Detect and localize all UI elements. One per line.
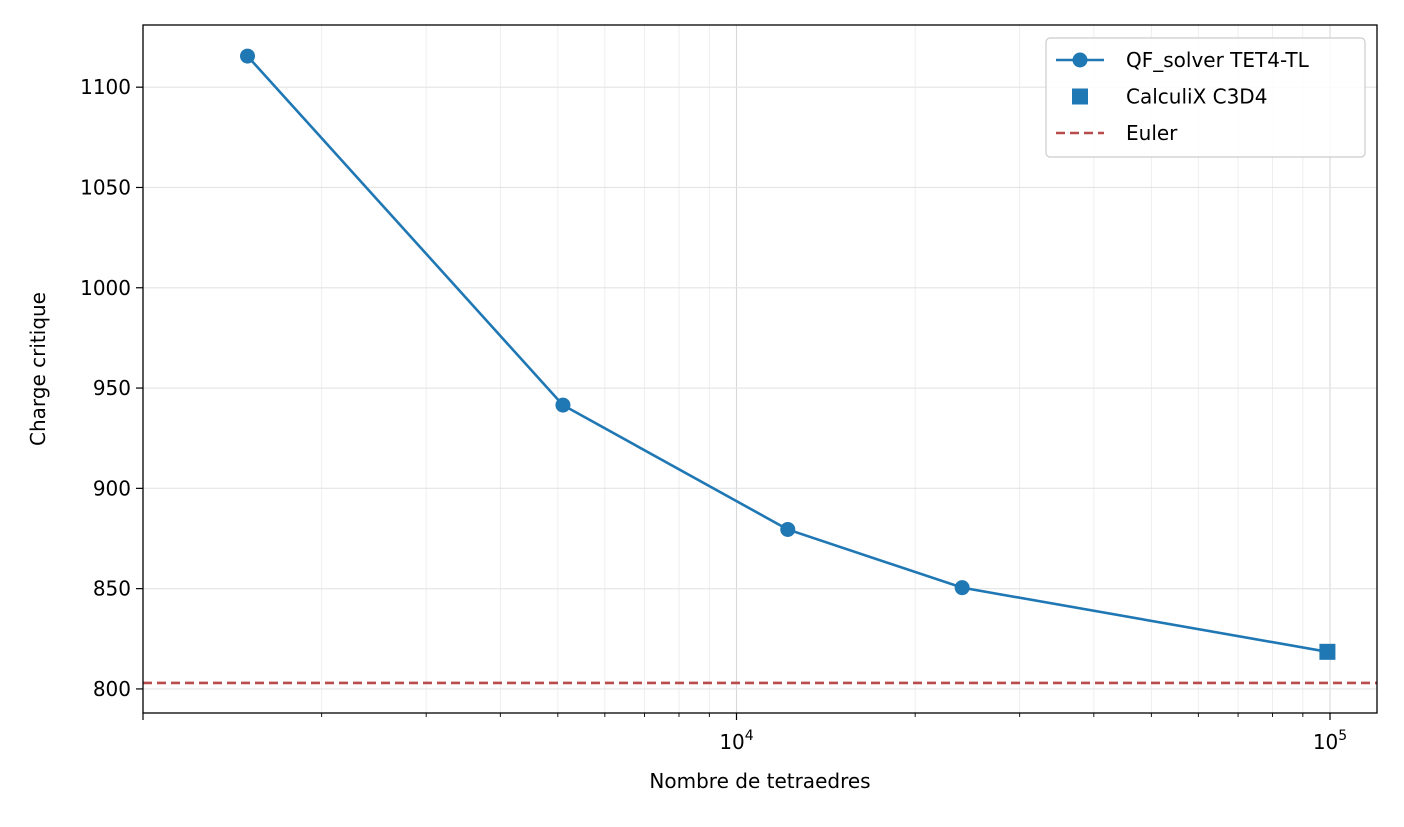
legend: QF_solver TET4-TL CalculiX C3D4 Euler: [1045, 37, 1366, 158]
axes-frame: [142, 24, 1378, 714]
grid: [142, 25, 1377, 713]
legend-square-marker: [1072, 88, 1088, 105]
legend-label: CalculiX C3D4: [1126, 85, 1267, 109]
x-tick-label: 104: [719, 728, 753, 754]
legend-label: Euler: [1126, 121, 1178, 145]
y-tick-label: 1100: [80, 75, 131, 99]
qf-solver-point: [780, 521, 796, 537]
plot-area: [143, 48, 1377, 685]
qf-solver-point: [954, 580, 970, 596]
y-tick-label: 1000: [80, 276, 131, 300]
legend-circle-marker: [1072, 52, 1088, 68]
y-tick-label: 800: [93, 677, 131, 701]
x-axis-label: Nombre de tetraedres: [649, 769, 870, 793]
y-tick-label: 850: [93, 577, 131, 601]
y-axis-label: Charge critique: [26, 292, 50, 446]
y-tick-label: 1050: [80, 175, 131, 199]
x-tick-label: 105: [1313, 728, 1347, 754]
y-tick-label: 900: [93, 476, 131, 500]
y-tick-label: 950: [93, 376, 131, 400]
qf-solver-point: [240, 48, 256, 64]
legend-box: [1045, 37, 1366, 158]
calculix-point: [1319, 643, 1336, 660]
qf-solver-point: [555, 397, 571, 413]
legend-label: QF_solver TET4-TL: [1126, 48, 1310, 72]
axis-ticks: 104 105 800 850 900 950 1000 1050 1100: [80, 75, 1347, 754]
